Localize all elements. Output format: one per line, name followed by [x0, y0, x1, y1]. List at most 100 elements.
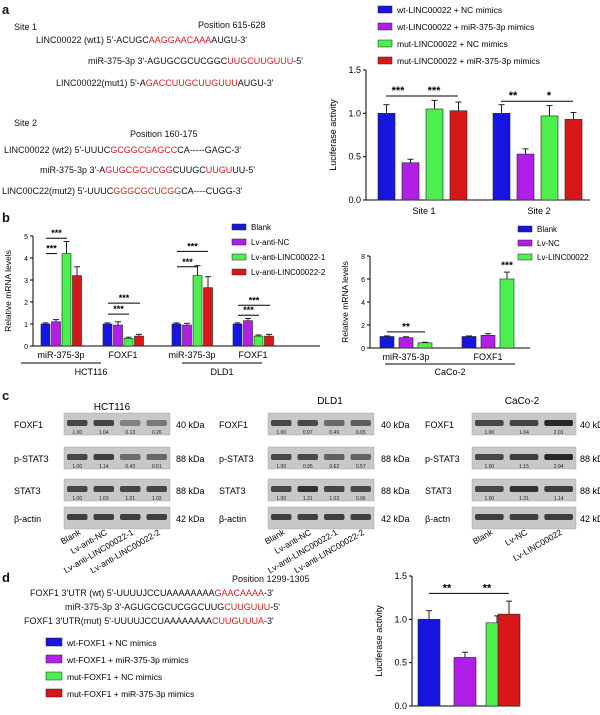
blot-membrane [63, 446, 171, 470]
blot-band [475, 454, 504, 460]
band-quant: 1.00 [484, 496, 494, 502]
sig-label: *** [243, 305, 254, 315]
site1-mir-sequence: miR-375-3p 3'-AGUGCGCUCGGCUUGCUUGUUU-5' [88, 56, 303, 66]
legend-label: wt-LINC00022 + miR-375-3p mimics [396, 22, 534, 32]
bar-0 [377, 113, 396, 201]
y-tick-label: 0 [24, 344, 28, 351]
bar-2 [499, 278, 515, 349]
blot-row-label: p-STAT3 [219, 454, 254, 464]
blot-kda-label: 88 kDa [381, 486, 410, 496]
legend-label: Blank [251, 223, 272, 232]
band-quant: 1.03 [99, 496, 109, 502]
group-label: HCT116 [75, 367, 108, 377]
band-quant: 1.14 [99, 464, 109, 470]
seq-segment: -5' [270, 602, 280, 612]
blot-band [67, 454, 88, 460]
x-category-label: miR-375-3p [382, 352, 429, 362]
site1-wt-sequence: LINC00022 (wt1) 5'-ACUGCAAGGAACAAAAUGU-3… [36, 35, 247, 45]
band-quant: 1.00 [484, 430, 494, 436]
blot-row-label: STAT3 [425, 486, 452, 496]
blot-band [350, 514, 371, 520]
blot-band [271, 454, 292, 460]
bar-2 [253, 335, 264, 347]
blot-band [324, 514, 345, 520]
legend-label: Lv-anti-LINC00022-2 [251, 268, 326, 277]
d-position: Position 1299-1305 [232, 574, 310, 584]
seq-segment: LINC00022(mut1) 5'-A [56, 78, 146, 88]
seq-highlight: GUGCGCUCGG [105, 165, 173, 175]
blot-band [297, 486, 318, 492]
blot-kda-label: 42 kDa [381, 514, 410, 524]
sig-label: *** [46, 244, 57, 254]
seq-highlight: UUGU [206, 165, 233, 175]
x-category-label: FOXF1 [108, 350, 137, 360]
band-quant: 1.00 [72, 430, 82, 436]
blot-row-label: FOXF1 [425, 420, 454, 430]
blot-band [475, 486, 504, 492]
bar-2 [123, 337, 134, 347]
bar-1 [480, 335, 496, 349]
bar-0 [171, 323, 182, 347]
y-tick-label: 4 [24, 256, 28, 263]
band-quant: 0.43 [125, 464, 135, 470]
blot-band [509, 486, 539, 492]
band-quant: 1.00 [276, 496, 286, 502]
blot-kda-label: 40 kDa [176, 420, 205, 430]
bar-0 [40, 323, 51, 347]
blot-membrane [63, 478, 171, 502]
band-quant: 1.04 [99, 430, 109, 436]
sig-label: *** [51, 228, 62, 238]
band-quant: 0.26 [152, 430, 162, 436]
blot-kda-label: 88 kDa [580, 454, 600, 464]
seq-segment: AUGU-3' [211, 35, 247, 45]
blot-kda-label: 88 kDa [176, 454, 205, 464]
seq-segment: -3' [264, 616, 274, 626]
blot-band [120, 514, 141, 520]
blot-row-label: FOXF1 [14, 420, 43, 430]
panel-d-letter: d [2, 570, 10, 585]
bar-0 [492, 113, 511, 201]
bar-1 [453, 657, 477, 707]
y-tick-label: 8 [361, 254, 365, 261]
legend-label: mut-LINC00022 + NC mimics [397, 39, 508, 49]
site1-mut-sequence: LINC00022(mut1) 5'-AGACCUUGCUUGUUUAUGU-3… [56, 78, 274, 88]
blot-band [350, 486, 371, 492]
blot-band [146, 486, 167, 492]
legend-label: wt-FOXF1 + miR-375-3p mimics [66, 655, 189, 665]
y-tick-label: 1.5 [348, 65, 361, 75]
bar-1 [182, 324, 192, 347]
band-quant: 2.94 [554, 464, 564, 470]
blot-band [509, 514, 539, 520]
blot-title: DLD1 [317, 396, 343, 407]
legend-swatch [45, 671, 63, 681]
y-tick-label: 1.5 [394, 571, 407, 581]
bar-3 [564, 119, 583, 201]
panel-a-letter: a [2, 2, 10, 17]
lane-label: Lv-NC [503, 527, 529, 548]
band-quant: 0.49 [329, 430, 339, 436]
seq-segment: CA-----GAGC-3' [177, 145, 241, 155]
band-quant: 1.00 [276, 430, 286, 436]
blot-band [297, 454, 318, 460]
x-category-label: FOXF1 [473, 352, 502, 362]
blot-row-label: p-STAT3 [425, 454, 460, 464]
band-quant: 1.03 [329, 496, 339, 502]
bar-3 [264, 335, 274, 347]
legend-label: wt-LINC00022 + NC mimics [396, 5, 502, 15]
seq-highlight: GACCUUGCUUGUUU [146, 78, 238, 88]
band-quant: 1.00 [72, 464, 82, 470]
seq-segment: LINC00C22(mut2) 5'-UUUC [2, 186, 114, 196]
x-category-label: miR-375-3p [168, 350, 215, 360]
seq-highlight: AAGGAACAAA [149, 35, 212, 45]
chart-a-luciferase: wt-LINC00022 + NC mimics wt-LINC00022 + m… [328, 5, 590, 216]
panel-c-letter: c [2, 388, 9, 403]
blot-title: CaCo-2 [505, 396, 540, 407]
legend-swatch [45, 654, 63, 664]
blot-band [67, 486, 88, 492]
legend-swatch [377, 39, 393, 48]
sig-label: *** [249, 295, 260, 305]
blot-row-label: STAT3 [219, 486, 246, 496]
legend-swatch [231, 223, 247, 231]
blot-kda-label: 42 kDa [580, 514, 600, 524]
